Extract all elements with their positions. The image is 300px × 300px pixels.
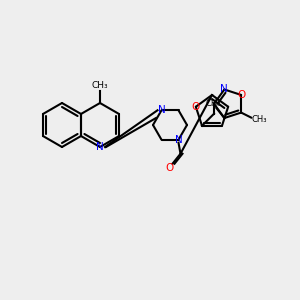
Text: CH₃: CH₃ (92, 82, 108, 91)
Text: O: O (165, 163, 174, 173)
Text: N: N (96, 142, 104, 152)
Text: N: N (158, 105, 165, 115)
Text: O: O (237, 90, 245, 100)
Text: CH₃: CH₃ (206, 98, 221, 107)
Text: O: O (192, 102, 200, 112)
Text: CH₃: CH₃ (251, 115, 267, 124)
Text: N: N (220, 85, 228, 94)
Text: N: N (175, 135, 182, 145)
